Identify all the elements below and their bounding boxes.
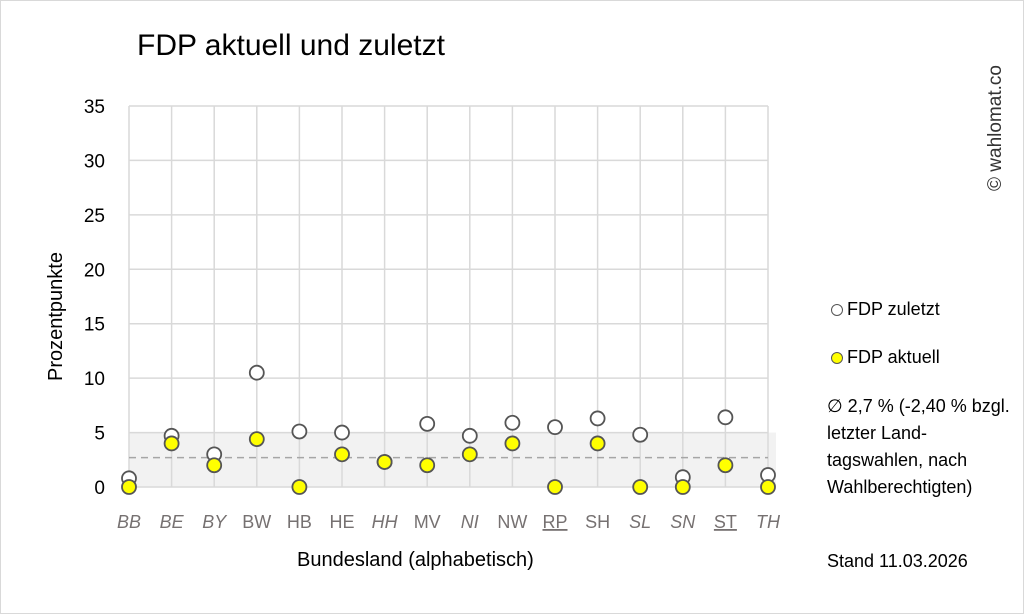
point-aktuell (461, 446, 478, 463)
x-tick-label: SL (629, 512, 651, 532)
point-aktuell (504, 435, 521, 452)
point-zuletzt (632, 426, 649, 443)
point-zuletzt (547, 419, 563, 436)
point-aktuell (589, 435, 606, 452)
point-aktuell (717, 457, 734, 474)
point-aktuell (206, 457, 223, 474)
y-tick-label: 0 (94, 478, 105, 499)
legend-label: FDP zuletzt (847, 299, 940, 319)
x-tick-label: NW (497, 512, 527, 532)
point-aktuell (334, 446, 350, 463)
y-tick-label: 10 (84, 369, 105, 390)
date-label: Stand 11.03.2026 (827, 551, 968, 571)
point-aktuell (547, 479, 563, 495)
x-tick-label: SH (585, 512, 610, 532)
point-zuletzt (334, 424, 350, 441)
y-tick-label: 25 (84, 206, 105, 227)
y-tick-label: 15 (84, 315, 105, 336)
x-tick-label: RP (542, 512, 567, 532)
legend-item-aktuell: FDP aktuell (831, 347, 940, 368)
x-tick-label: BW (242, 512, 271, 532)
point-zuletzt (504, 414, 521, 431)
point-aktuell (419, 457, 436, 474)
point-aktuell (632, 479, 649, 495)
x-tick-label: BY (202, 512, 228, 532)
point-aktuell (760, 479, 776, 495)
y-tick-label: 20 (84, 260, 105, 281)
point-zuletzt (589, 410, 606, 427)
x-tick-label: TH (756, 512, 781, 532)
average-note: ∅ 2,7 % (-2,40 % bzgl. letzter Land-tags… (827, 396, 1010, 497)
point-aktuell (376, 454, 393, 470)
point-zuletzt (461, 427, 478, 444)
x-tick-label: HH (372, 512, 399, 532)
x-tick-label: BB (117, 512, 141, 532)
y-tick-label: 30 (84, 151, 105, 172)
legend-marker-aktuell (831, 351, 843, 364)
x-axis-label: Bundesland (alphabetisch) (297, 549, 534, 571)
x-tick-label: HB (287, 512, 312, 532)
point-zuletzt (248, 364, 265, 381)
legend-item-zuletzt: FDP zuletzt (831, 299, 940, 320)
y-tick-label: 35 (84, 97, 105, 118)
x-tick-label: NI (461, 512, 479, 532)
legend-label: FDP aktuell (847, 347, 940, 367)
x-tick-label: ST (714, 512, 737, 532)
point-aktuell (674, 479, 691, 495)
x-tick-label: SN (670, 512, 696, 532)
point-zuletzt (419, 415, 436, 432)
threshold-band (129, 432, 776, 487)
point-zuletzt (291, 423, 308, 440)
point-aktuell (163, 435, 180, 452)
point-aktuell (248, 431, 265, 448)
chart-title: FDP aktuell und zuletzt (137, 29, 445, 62)
y-tick-label: 5 (94, 424, 105, 445)
x-tick-label: MV (414, 512, 441, 532)
point-zuletzt (717, 409, 734, 426)
x-tick-label: BE (160, 512, 185, 532)
legend-marker-zuletzt (831, 303, 843, 316)
point-aktuell (121, 479, 137, 495)
x-tick-label: HE (329, 512, 354, 532)
point-aktuell (291, 479, 308, 495)
